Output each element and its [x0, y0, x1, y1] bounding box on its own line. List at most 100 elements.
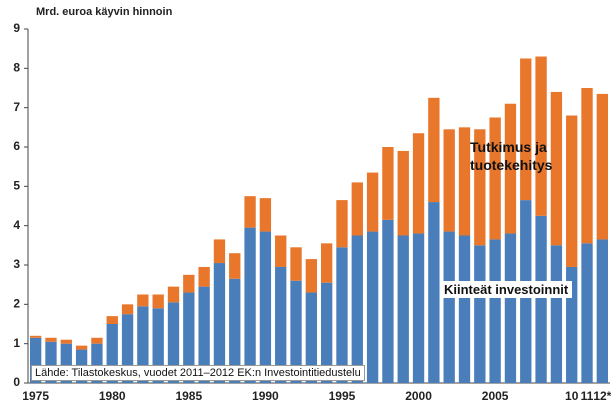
bar-segment — [91, 337, 103, 344]
bar-segment — [198, 286, 210, 383]
bar-segment — [91, 343, 103, 383]
bar-segment — [137, 294, 149, 307]
bar-segment — [213, 239, 226, 264]
bar-segment — [106, 316, 118, 324]
x-tick-label: 2005 — [482, 389, 509, 403]
bar-segment — [412, 233, 425, 383]
y-tick-label: 2 — [13, 297, 20, 311]
bar-segment — [60, 343, 72, 383]
bar-segment — [443, 231, 455, 383]
bar-segment — [229, 278, 241, 383]
bar-segment — [275, 266, 287, 383]
y-tick-label: 7 — [13, 100, 20, 114]
y-tick-label: 0 — [13, 375, 20, 389]
bar-segment — [489, 239, 501, 383]
bar-segment — [60, 339, 72, 344]
bar-segment — [382, 147, 394, 220]
bar-segment — [443, 129, 455, 232]
bar-segment — [366, 231, 379, 383]
bar-segment — [566, 115, 578, 267]
bar-segment — [152, 294, 164, 309]
bar-segment — [458, 127, 471, 236]
bar-segment — [290, 247, 302, 281]
y-tick-label: 9 — [13, 21, 20, 35]
bar-segment — [259, 198, 272, 232]
series-label: Kiinteät investoinnit — [440, 281, 573, 298]
bar-segment — [550, 91, 563, 246]
bar-segment — [566, 266, 578, 383]
bar-segment — [336, 200, 348, 248]
y-tick-label: 8 — [13, 61, 20, 75]
bar-segment — [428, 202, 440, 383]
bar-segment — [535, 56, 547, 216]
bar-segment — [489, 117, 501, 240]
bar-segment — [259, 231, 272, 383]
bar-segment — [581, 88, 593, 244]
bar-segment — [152, 308, 164, 383]
bar-segment — [596, 239, 609, 383]
bar-segment — [596, 93, 609, 240]
bar-segment — [121, 304, 134, 315]
y-tick-label: 3 — [13, 257, 20, 271]
bar-segment — [351, 182, 363, 236]
x-tick-label: 1990 — [252, 389, 279, 403]
x-tick-label: 1980 — [99, 389, 126, 403]
bar-segment — [29, 337, 42, 383]
y-tick-label: 1 — [13, 336, 20, 350]
bar-segment — [320, 243, 333, 283]
bar-segment — [275, 235, 287, 267]
bar-segment — [504, 233, 517, 383]
bar-segment — [320, 282, 333, 383]
bar-segment — [75, 345, 88, 350]
y-tick-label: 5 — [13, 179, 20, 193]
bar-segment — [45, 337, 57, 342]
bar-segment — [183, 292, 195, 383]
series-label: Tutkimus ja tuotekehitys — [470, 139, 553, 173]
bar-segment — [305, 259, 318, 293]
bar-segment — [535, 215, 547, 383]
bar-segment — [229, 253, 241, 279]
bar-segment — [290, 280, 302, 383]
bar-segment — [198, 266, 210, 287]
bar-segment — [137, 306, 149, 383]
bar-segment — [183, 274, 195, 293]
bar-segment — [351, 235, 363, 383]
bar-segment — [397, 235, 409, 383]
bar-segment — [520, 58, 532, 201]
bar-segment — [121, 314, 134, 383]
bar-segment — [29, 335, 42, 338]
bar-segment — [305, 292, 318, 383]
bar-segment — [336, 247, 348, 383]
source-note: Lähde: Tilastokeskus, vuodet 2011–2012 E… — [31, 365, 365, 381]
bar-segment — [366, 172, 379, 232]
bar-segment — [412, 133, 425, 234]
x-tick-label: 1975 — [22, 389, 49, 403]
x-tick-label: 2000 — [405, 389, 432, 403]
y-axis-label: Mrd. euroa käyvin hinnoin — [36, 6, 173, 18]
bar-segment — [244, 227, 256, 383]
bar-segment — [106, 324, 118, 383]
y-tick-label: 4 — [13, 218, 20, 232]
bar-segment — [167, 286, 180, 303]
bar-segment — [581, 243, 593, 383]
x-tick-label: 10 — [565, 389, 579, 403]
bar-segment — [167, 302, 180, 383]
bar-segment — [458, 235, 471, 383]
bar-segment — [504, 103, 517, 234]
bar-segment — [244, 196, 256, 228]
bar-segment — [45, 341, 57, 383]
bar-segment — [382, 219, 394, 383]
x-tick-label: 12* — [593, 389, 611, 403]
y-tick-label: 6 — [13, 139, 20, 153]
bar-segment — [550, 245, 563, 383]
bar-segment — [474, 129, 486, 246]
bar-segment — [428, 97, 440, 203]
bar-segment — [397, 150, 409, 236]
bar-segment — [213, 263, 226, 383]
x-tick-label: 11 — [581, 389, 594, 403]
bar-segment — [474, 245, 486, 383]
x-tick-label: 1995 — [329, 389, 356, 403]
x-tick-label: 1985 — [175, 389, 202, 403]
